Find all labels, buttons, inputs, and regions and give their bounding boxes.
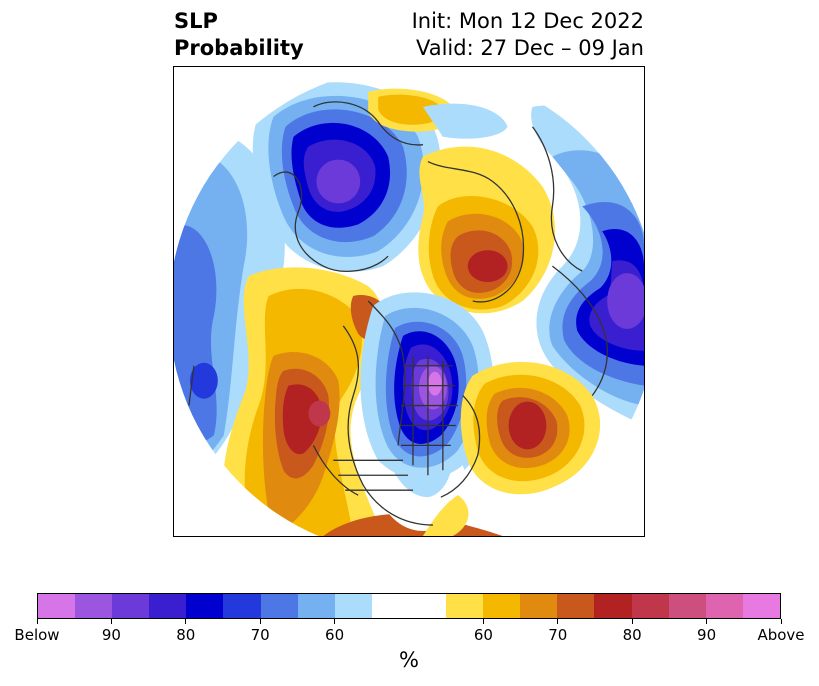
- colorbar-segment-below-2: [112, 594, 150, 618]
- colorbar-tick-label: 90: [101, 626, 121, 644]
- colorbar-tick-label: 60: [325, 626, 345, 644]
- colorbar-tick: [780, 619, 782, 624]
- colorbar-tick: [110, 619, 112, 624]
- below-anomaly-central-us: [378, 460, 469, 536]
- colorbar-segment-below-5: [223, 594, 261, 618]
- probability-map: [174, 67, 644, 536]
- map-disk: [174, 67, 644, 536]
- colorbar-tick: [482, 619, 484, 624]
- map-panel: [173, 66, 645, 537]
- colorbar-tick: [334, 619, 336, 624]
- chart-title-right: Init: Mon 12 Dec 2022 Valid: 27 Dec – 09…: [412, 8, 644, 62]
- above-anomaly-arctic: [368, 88, 508, 139]
- colorbar-tick-label: 90: [697, 626, 717, 644]
- colorbar-segment-above-7: [705, 594, 743, 618]
- colorbar-segment-above-3: [557, 594, 595, 618]
- colorbar-tick-label: 80: [622, 626, 642, 644]
- colorbar-tick: [557, 619, 559, 624]
- colorbar-tick-label: Above: [757, 626, 805, 644]
- valid-range: Valid: 27 Dec – 09 Jan: [415, 36, 644, 60]
- colorbar: [37, 593, 781, 619]
- title-variable: SLP: [174, 9, 218, 33]
- colorbar-tick: [185, 619, 187, 624]
- below-anomaly-siberia: [252, 82, 441, 272]
- colorbar-tick: [631, 619, 633, 624]
- above-anomaly-eurasia: [418, 146, 555, 314]
- below-anomaly-pacific: [531, 104, 644, 426]
- colorbar-segment-neutral: [371, 594, 447, 618]
- colorbar-tick-label: Below: [14, 626, 60, 644]
- colorbar-segment-above-2: [520, 594, 558, 618]
- colorbar-segment-below-8: [334, 594, 372, 618]
- colorbar-segment-above-6: [668, 594, 706, 618]
- colorbar-segment-below-3: [149, 594, 187, 618]
- colorbar-tick: [706, 619, 708, 624]
- colorbar-tick-label: 70: [548, 626, 568, 644]
- colorbar-segment-above-0: [446, 594, 484, 618]
- colorbar-segment-above-8: [742, 594, 780, 618]
- colorbar-segment-below-7: [297, 594, 335, 618]
- chart-title-left: SLP Probability: [174, 8, 304, 62]
- above-anomaly-atlantic: [460, 361, 601, 495]
- colorbar-tick-label: 60: [473, 626, 493, 644]
- below-anomaly-west-ring: [174, 130, 285, 496]
- title-measure: Probability: [174, 36, 304, 60]
- colorbar-unit-label: %: [399, 648, 419, 672]
- colorbar-segment-above-5: [631, 594, 669, 618]
- colorbar-tick: [259, 619, 261, 624]
- colorbar-segment-above-4: [594, 594, 632, 618]
- colorbar-segment-above-1: [483, 594, 521, 618]
- colorbar-tick-label: 70: [250, 626, 270, 644]
- colorbar-tick-label: 80: [176, 626, 196, 644]
- colorbar-segment-below-6: [260, 594, 298, 618]
- colorbar-segment-below-4: [186, 594, 224, 618]
- colorbar-segment-below-1: [75, 594, 113, 618]
- colorbar-tick: [36, 619, 38, 624]
- init-date: Init: Mon 12 Dec 2022: [411, 9, 644, 33]
- colorbar-segment-below-0: [38, 594, 76, 618]
